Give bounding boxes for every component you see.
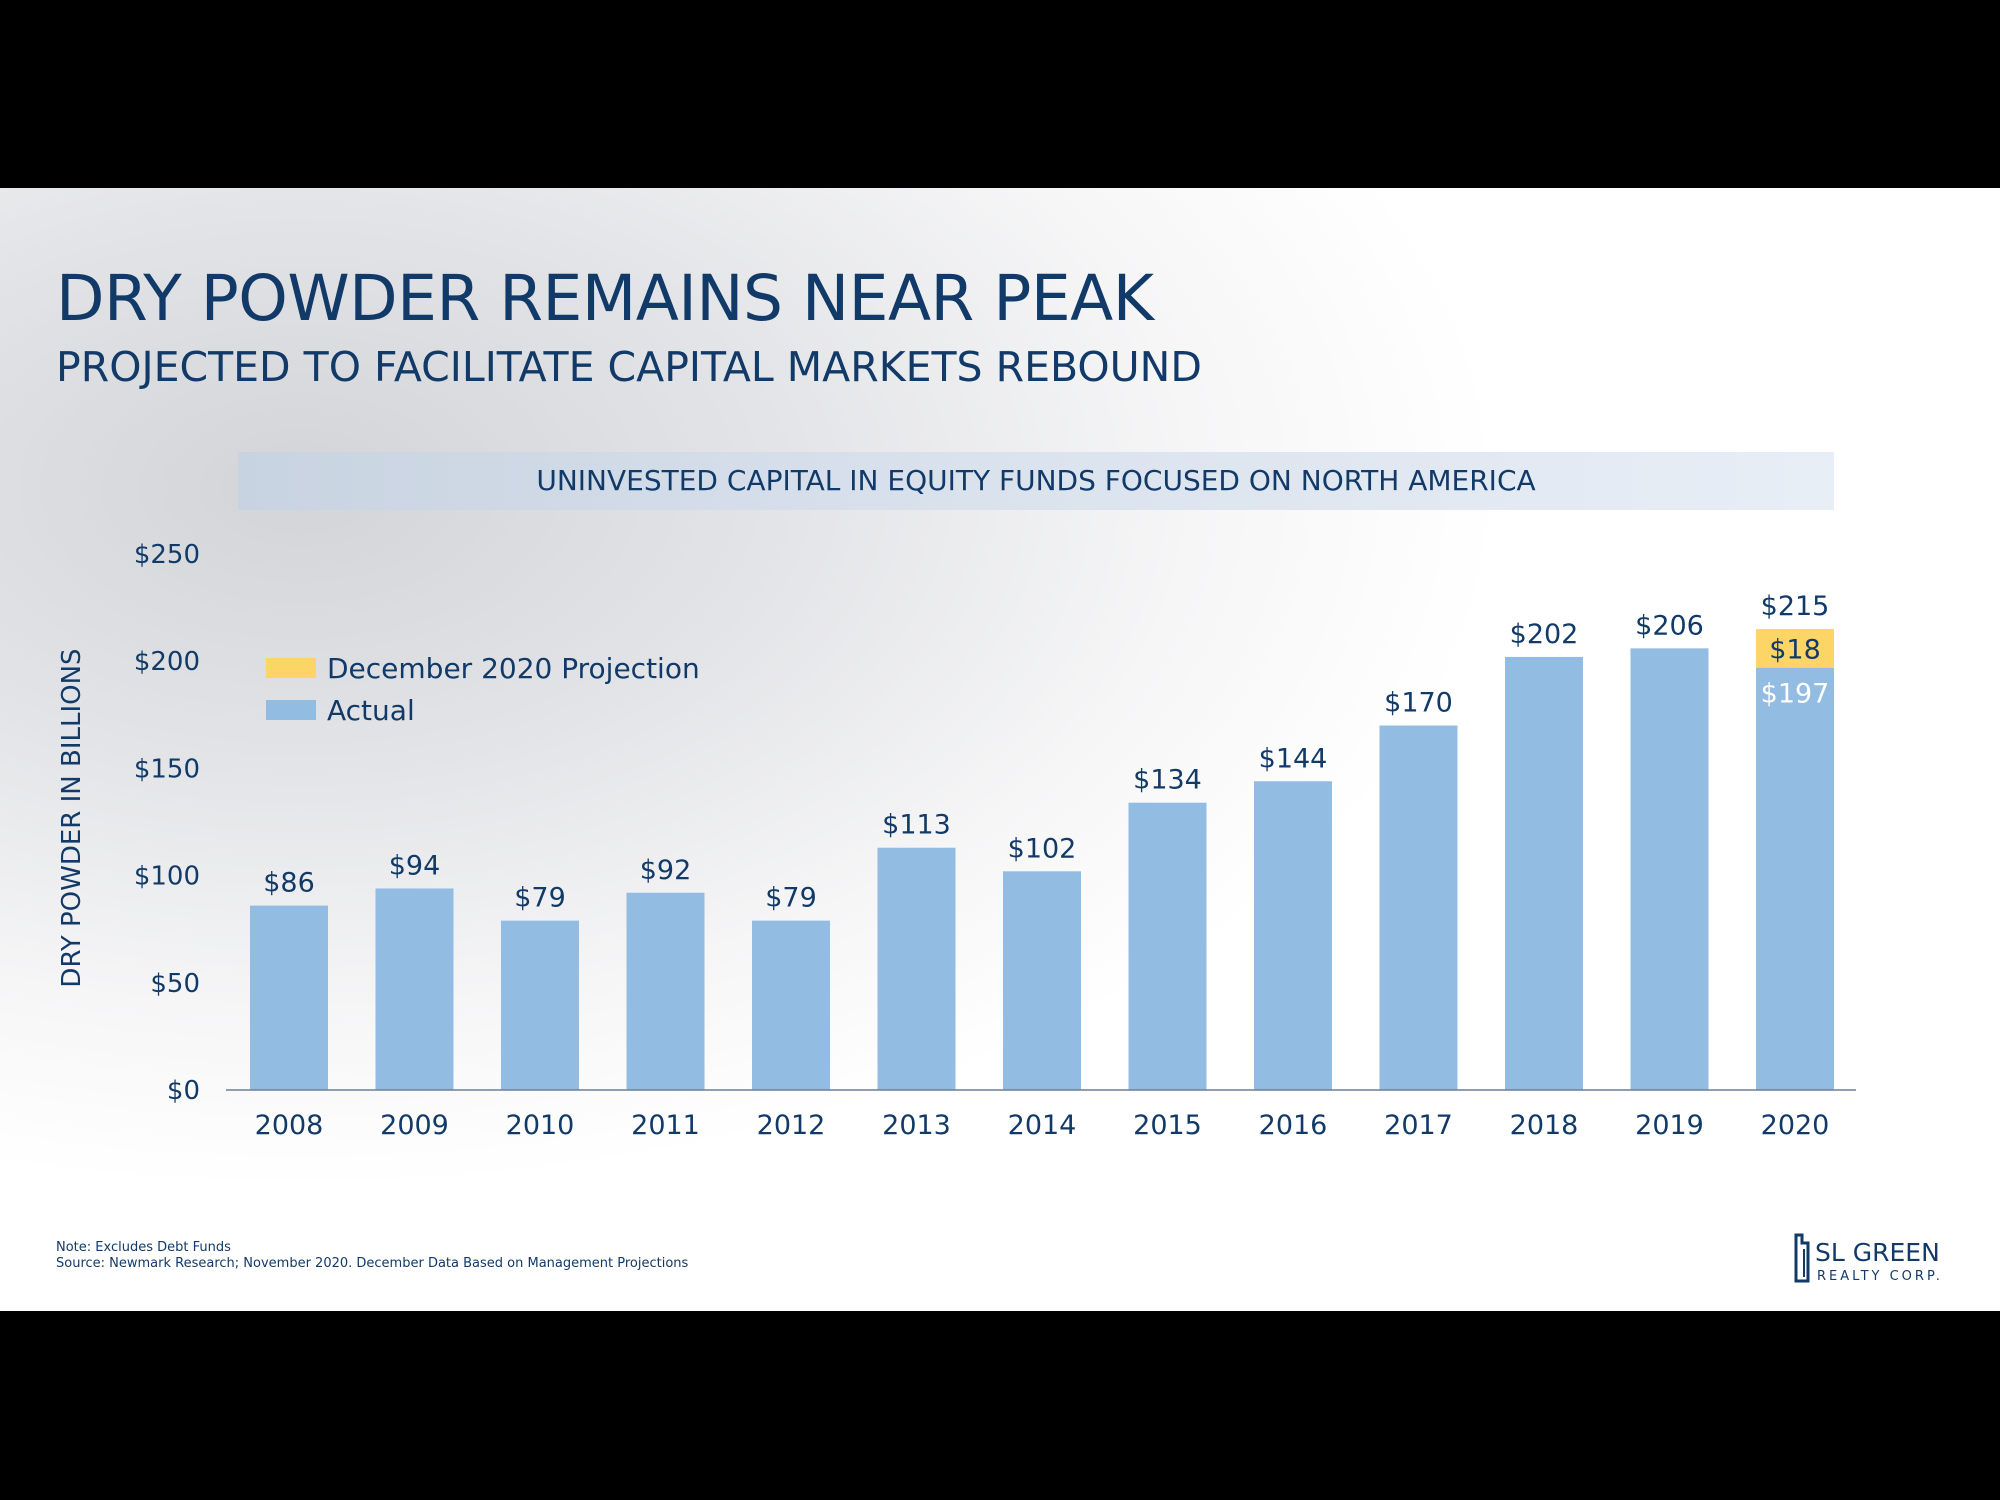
- data-label: $215: [1761, 591, 1830, 622]
- x-tick-label: 2015: [1133, 1110, 1202, 1141]
- bar-actual-2008: [250, 905, 328, 1090]
- bar-actual-2020: [1756, 667, 1834, 1090]
- y-tick-label: $200: [134, 647, 200, 677]
- data-label: $102: [1008, 833, 1077, 864]
- logo-name: SL GREEN: [1815, 1238, 1940, 1267]
- bar-actual-2017: [1379, 725, 1458, 1090]
- sl-green-logo-icon: [1794, 1233, 1810, 1283]
- bar-actual-2010: [501, 920, 579, 1090]
- x-tick-label: 2009: [380, 1110, 449, 1141]
- x-tick-label: 2020: [1761, 1110, 1830, 1141]
- segment-label-actual: $197: [1761, 679, 1830, 710]
- y-axis-title: DRY POWDER IN BILLIONS: [57, 648, 87, 987]
- bar-actual-2019: [1630, 648, 1709, 1090]
- x-tick-label: 2019: [1635, 1110, 1704, 1141]
- x-tick-label: 2008: [255, 1110, 324, 1141]
- data-label: $134: [1133, 765, 1202, 796]
- chart-title-banner: UNINVESTED CAPITAL IN EQUITY FUNDS FOCUS…: [238, 452, 1834, 510]
- x-tick-label: 2017: [1384, 1110, 1453, 1141]
- page-title: DRY POWDER REMAINS NEAR PEAK: [56, 262, 1154, 335]
- x-tick-label: 2014: [1008, 1110, 1077, 1141]
- note-text: Note: Excludes Debt Funds: [56, 1240, 231, 1255]
- bar-chart: DRY POWDER IN BILLIONS $0 $50 $100 $150 $200 $…: [57, 540, 1856, 1141]
- legend-swatch: [266, 700, 316, 720]
- bar-actual-2009: [375, 888, 454, 1090]
- bar-actual-2013: [877, 847, 956, 1090]
- logo-subtitle: REALTY CORP.: [1817, 1269, 1943, 1284]
- x-tick-label: 2013: [882, 1110, 951, 1141]
- y-tick-label: $250: [134, 540, 200, 570]
- bar-actual-2011: [626, 892, 705, 1090]
- chart-title: UNINVESTED CAPITAL IN EQUITY FUNDS FOCUS…: [536, 464, 1536, 497]
- x-tick-label: 2012: [757, 1110, 826, 1141]
- bar-actual-2015: [1128, 802, 1207, 1090]
- bar-projection-2020: [1756, 629, 1834, 668]
- x-tick-label: 2011: [631, 1110, 700, 1141]
- data-label: $79: [514, 883, 566, 914]
- page-subtitle: PROJECTED TO FACILITATE CAPITAL MARKETS …: [56, 343, 1202, 391]
- legend-label: December 2020 Projection: [327, 652, 700, 685]
- source-text: Source: Newmark Research; November 2020.…: [56, 1256, 689, 1271]
- data-label: $144: [1259, 743, 1328, 774]
- data-label: $92: [640, 855, 692, 886]
- footnote: Note: Excludes Debt Funds Source: Newmar…: [56, 1240, 688, 1272]
- data-label: $79: [765, 883, 817, 914]
- data-label: $113: [882, 810, 951, 841]
- slide: DRY POWDER REMAINS NEAR PEAK PROJECTED T…: [0, 188, 2000, 1311]
- bar-actual-2014: [1003, 871, 1081, 1090]
- bar-actual-2012: [752, 920, 830, 1090]
- y-tick-label: $0: [167, 1076, 200, 1106]
- data-label: $170: [1384, 688, 1453, 719]
- data-label: $206: [1635, 610, 1704, 641]
- x-tick-label: 2010: [506, 1110, 575, 1141]
- segment-label-projection: $18: [1769, 634, 1821, 665]
- y-tick-label: $150: [134, 754, 200, 784]
- data-label: $202: [1510, 619, 1579, 650]
- x-tick-label: 2018: [1510, 1110, 1579, 1141]
- x-tick-label: 2016: [1259, 1110, 1328, 1141]
- data-label: $94: [389, 850, 441, 881]
- data-label: $86: [263, 868, 315, 899]
- bar-actual-2016: [1254, 781, 1332, 1090]
- y-tick-label: $50: [150, 969, 200, 999]
- y-tick-label: $100: [134, 862, 200, 892]
- legend-label: Actual: [327, 694, 415, 727]
- bar-actual-2018: [1505, 656, 1583, 1090]
- legend-swatch: [266, 658, 316, 678]
